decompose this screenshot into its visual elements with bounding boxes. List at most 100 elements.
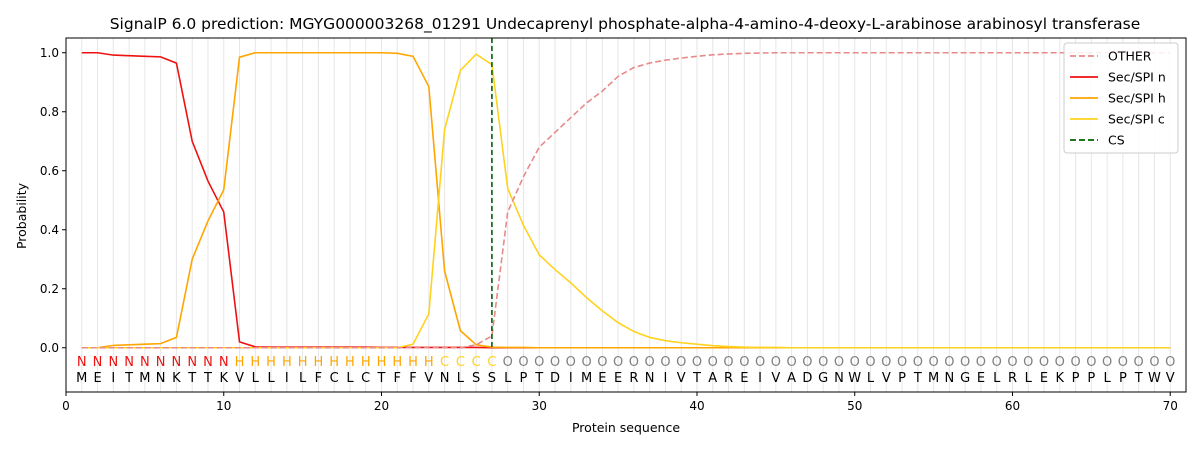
state-label: N: [140, 355, 150, 370]
residue-label: L: [252, 371, 260, 386]
residue-label: C: [330, 371, 339, 386]
state-label: N: [219, 355, 229, 370]
residue-label: W: [848, 371, 861, 386]
y-tick-label: 0.0: [40, 341, 59, 355]
residue-label: A: [708, 371, 717, 386]
state-label: O: [881, 355, 891, 370]
state-label: N: [124, 355, 134, 370]
residue-label: L: [299, 371, 307, 386]
residue-label: D: [802, 371, 812, 386]
residue-label: K: [219, 371, 228, 386]
state-label: O: [834, 355, 844, 370]
state-label: O: [1007, 355, 1017, 370]
residue-label: N: [156, 371, 166, 386]
residue-label: L: [867, 371, 875, 386]
state-label: O: [913, 355, 923, 370]
residue-label: N: [440, 371, 450, 386]
y-tick-label: 0.2: [40, 282, 59, 296]
residue-label: A: [787, 371, 796, 386]
residue-label: E: [93, 371, 101, 386]
residue-label: V: [1166, 371, 1175, 386]
state-label: H: [361, 355, 371, 370]
residue-label: E: [598, 371, 606, 386]
x-axis-label: Protein sequence: [572, 420, 680, 435]
state-label: O: [1118, 355, 1128, 370]
state-label: O: [1055, 355, 1065, 370]
state-label: N: [172, 355, 182, 370]
residue-label: E: [1040, 371, 1048, 386]
state-label: O: [992, 355, 1002, 370]
residue-label: S: [488, 371, 496, 386]
residue-label: T: [913, 371, 922, 386]
residue-label: I: [758, 371, 762, 386]
residue-label: K: [1056, 371, 1065, 386]
x-tick-label: 70: [1163, 399, 1178, 413]
y-tick-label: 0.8: [40, 105, 59, 119]
state-label: C: [472, 355, 481, 370]
plot-area: [81, 38, 1171, 349]
state-label: O: [581, 355, 591, 370]
state-label: O: [1149, 355, 1159, 370]
legend-label: CS: [1108, 133, 1125, 148]
state-label: H: [377, 355, 387, 370]
residue-label: T: [124, 371, 133, 386]
state-label: O: [1102, 355, 1112, 370]
residue-label: V: [882, 371, 891, 386]
residue-label: V: [235, 371, 244, 386]
residue-label: R: [724, 371, 733, 386]
state-label: O: [1165, 355, 1175, 370]
plot-frame: [65, 37, 1187, 393]
state-label: O: [755, 355, 765, 370]
residue-label: L: [346, 371, 354, 386]
state-label: O: [1134, 355, 1144, 370]
state-label: O: [597, 355, 607, 370]
state-label: H: [329, 355, 339, 370]
state-label: N: [187, 355, 197, 370]
state-label: C: [440, 355, 449, 370]
x-tick-label: 50: [847, 399, 862, 413]
x-tick-label: 20: [374, 399, 389, 413]
state-label: O: [850, 355, 860, 370]
state-label: H: [235, 355, 245, 370]
state-label: O: [708, 355, 718, 370]
legend-box: [1063, 42, 1179, 154]
residue-label: R: [629, 371, 638, 386]
state-label: N: [108, 355, 118, 370]
state-label: O: [503, 355, 513, 370]
sequence-annotation: NMNENINTNMNNNKNTNTNKHVHLHLHIHLHFHCHLHCHT…: [76, 355, 1175, 386]
residue-label: E: [614, 371, 622, 386]
state-label: O: [897, 355, 907, 370]
residue-label: I: [285, 371, 289, 386]
state-label: N: [77, 355, 87, 370]
state-label: H: [314, 355, 324, 370]
residue-label: L: [1025, 371, 1033, 386]
residue-label: T: [203, 371, 212, 386]
legend-label: Sec/SPI n: [1108, 70, 1166, 85]
state-label: H: [424, 355, 434, 370]
residue-label: P: [1072, 371, 1080, 386]
residue-label: M: [928, 371, 939, 386]
state-label: C: [487, 355, 496, 370]
state-label: O: [518, 355, 528, 370]
residue-label: L: [993, 371, 1001, 386]
residue-label: P: [898, 371, 906, 386]
state-label: H: [266, 355, 276, 370]
residue-label: E: [977, 371, 985, 386]
residue-label: F: [394, 371, 401, 386]
state-label: O: [771, 355, 781, 370]
legend: OTHER Sec/SPI n Sec/SPI h Sec/SPI c CS: [1063, 42, 1179, 154]
state-label: O: [676, 355, 686, 370]
residue-label: M: [581, 371, 592, 386]
residue-label: L: [504, 371, 512, 386]
y-tick-label: 0.6: [40, 164, 59, 178]
residue-label: P: [520, 371, 528, 386]
state-label: O: [1023, 355, 1033, 370]
legend-label: OTHER: [1108, 49, 1152, 64]
residue-label: V: [677, 371, 686, 386]
residue-label: S: [472, 371, 480, 386]
residue-label: N: [834, 371, 844, 386]
residue-label: N: [945, 371, 955, 386]
state-label: O: [865, 355, 875, 370]
state-label: O: [944, 355, 954, 370]
